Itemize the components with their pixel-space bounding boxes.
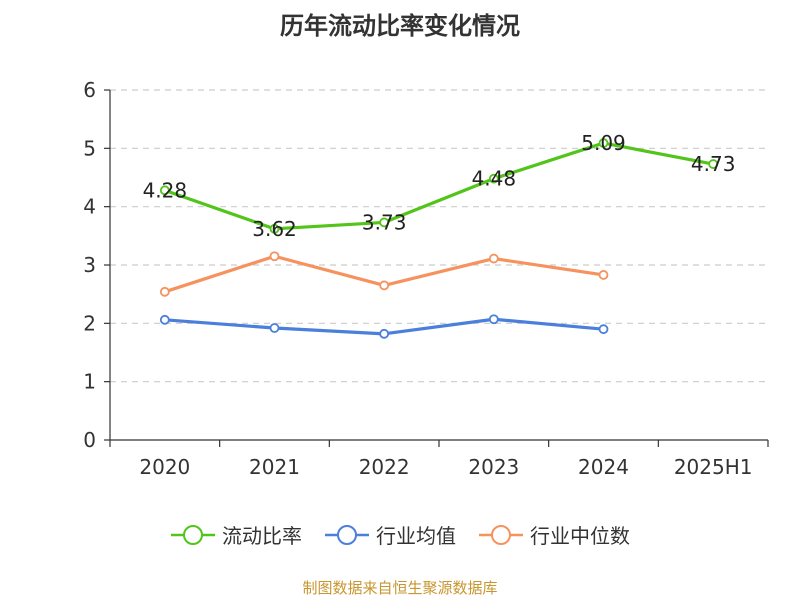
x-tick-label: 2020: [139, 455, 190, 479]
x-tick-label: 2025H1: [674, 455, 753, 479]
legend-symbol-icon: [171, 524, 215, 545]
source-footer: 制图数据来自恒生聚源数据库: [302, 579, 498, 597]
series-lines: [159, 138, 719, 339]
x-tick-label: 2021: [249, 455, 300, 479]
y-tick-label: 1: [83, 370, 96, 394]
data-point: [379, 280, 390, 291]
y-tick-label: 3: [83, 253, 96, 277]
data-point: [159, 314, 170, 325]
x-tick-label: 2024: [578, 455, 629, 479]
data-point: [488, 314, 499, 325]
y-tick-label: 6: [83, 78, 96, 102]
data-point: [708, 159, 719, 169]
axes: 0 1 2 3 4 5 6 2020 2021 2022 2023 2024 2025H1: [83, 78, 769, 479]
data-label: 5.09: [581, 131, 626, 155]
data-point: [598, 138, 609, 148]
legend-label: 流动比率: [222, 524, 302, 548]
legend-marker: [337, 524, 357, 545]
data-point: [159, 185, 170, 196]
x-tick-label: 2023: [468, 455, 519, 479]
grid-lines: [110, 89, 768, 383]
legend-item[interactable]: 行业中位数: [478, 520, 630, 549]
y-tick-label: 5: [83, 136, 96, 160]
x-tick-label: 2022: [359, 455, 410, 479]
legend-label: 行业中位数: [530, 524, 630, 548]
legend-item[interactable]: 流动比率: [170, 520, 302, 549]
y-tick-label: 4: [83, 195, 96, 219]
legend-label: 行业均值: [376, 524, 456, 548]
data-point: [598, 324, 609, 335]
data-label: 4.73: [691, 152, 736, 176]
y-tick-label: 2: [83, 311, 96, 335]
legend-item[interactable]: 行业均值: [324, 520, 456, 549]
data-label: 3.62: [252, 217, 297, 241]
data-label: 4.28: [143, 178, 188, 202]
legend-marker: [491, 524, 511, 545]
data-point: [488, 173, 499, 184]
data-labels: 4.28 3.62 3.73 4.48 5.09 4.73: [143, 131, 736, 241]
legend-symbol-icon: [325, 524, 369, 545]
data-point: [269, 323, 280, 333]
legend: 流动比率 行业均值 行业中位数: [0, 520, 800, 549]
data-point: [488, 253, 499, 264]
y-tick-label: 0: [83, 428, 96, 452]
legend-marker: [183, 524, 203, 545]
data-point: [159, 286, 170, 297]
data-point: [269, 251, 280, 262]
data-point: [598, 270, 609, 280]
series-line: [164, 141, 714, 231]
data-point: [379, 328, 390, 339]
data-point: [379, 217, 390, 228]
data-label: 4.48: [472, 167, 517, 191]
chart-title: 历年流动比率变化情况: [280, 12, 520, 40]
data-point: [269, 223, 280, 234]
data-label: 3.73: [362, 210, 407, 234]
legend-symbol-icon: [479, 524, 523, 545]
